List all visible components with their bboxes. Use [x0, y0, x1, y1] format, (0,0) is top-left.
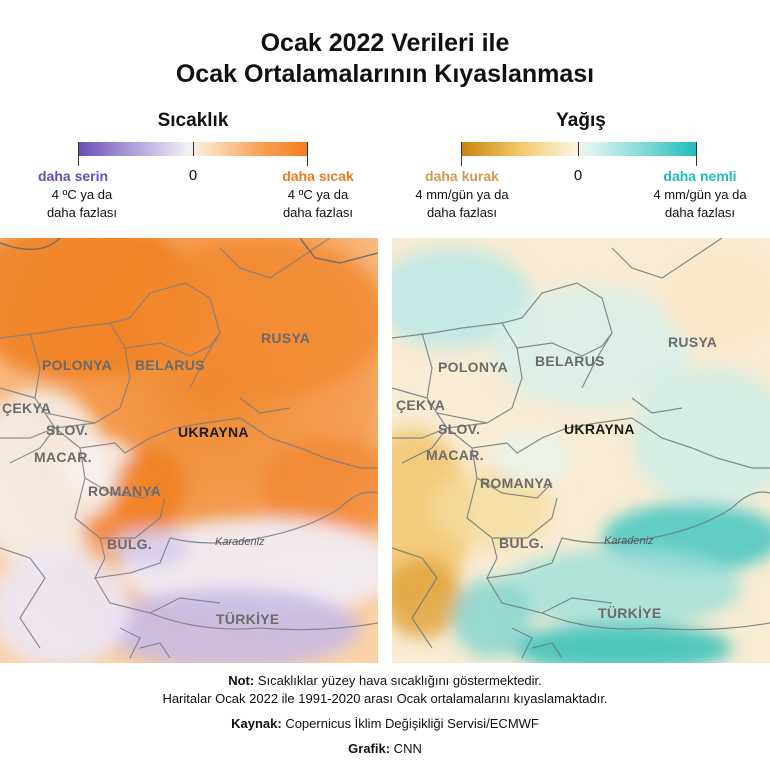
page-title: Ocak 2022 Verileri ile Ocak Ortalamaları… [0, 28, 770, 90]
precipitation-legend-title: Yağış [556, 110, 606, 131]
label-ukrayna-p: UKRAYNA [564, 421, 635, 437]
label-karadeniz-p: Karadeniz [604, 535, 654, 547]
label-turkiye: TÜRKİYE [216, 611, 280, 627]
label-bulg-p: BULG. [499, 535, 544, 551]
label-rusya-p: RUSYA [668, 334, 717, 350]
source-label: Kaynak: [231, 716, 282, 731]
label-turkiye-p: TÜRKİYE [598, 605, 662, 621]
temperature-anomaly-map: RUSYA POLONYA BELARUS ÇEKYA UKRAYNA SLOV… [0, 238, 378, 663]
warmer-label: daha sıcak [282, 168, 354, 184]
label-slov: SLOV. [46, 422, 88, 438]
label-polonya-p: POLONYA [438, 359, 508, 375]
precipitation-anomaly-map: RUSYA POLONYA BELARUS ÇEKYA UKRAYNA SLOV… [392, 238, 770, 663]
precipitation-tick-zero [578, 142, 579, 156]
warmer-sub-line1: 4 ºC ya da [287, 187, 349, 202]
label-cekya: ÇEKYA [2, 400, 51, 416]
graphic-credit-line: Grafik: CNN [0, 741, 770, 756]
title-line-2: Ocak Ortalamalarının Kıyaslanması [175, 60, 595, 88]
label-ukrayna: UKRAYNA [178, 424, 249, 440]
cooler-label: daha serin [38, 168, 109, 184]
temperature-zero-label: 0 [188, 167, 198, 184]
precipitation-map-svg: RUSYA POLONYA BELARUS ÇEKYA UKRAYNA SLOV… [392, 238, 770, 663]
warmer-sublabel: 4 ºC ya da daha fazlası [258, 186, 378, 222]
label-bulg: BULG. [107, 536, 152, 552]
temperature-tick-left [78, 142, 79, 166]
label-macar-p: MACAR. [426, 447, 484, 463]
graphic-label: Grafik: [348, 741, 391, 756]
cooler-sublabel: 4 ºC ya da daha fazlası [22, 186, 142, 222]
precipitation-zero-label: 0 [573, 167, 583, 184]
label-romanya: ROMANYA [88, 483, 161, 499]
label-slov-p: SLOV. [438, 421, 480, 437]
wetter-sublabel: 4 mm/gün ya da daha fazlası [632, 186, 768, 222]
source-line: Kaynak: Copernicus İklim Değişikliği Ser… [0, 716, 770, 731]
label-belarus-p: BELARUS [535, 353, 605, 369]
wetter-label: daha nemli [663, 168, 737, 184]
note-line-1: Not: Sıcaklıklar yüzey hava sıcaklığını … [0, 673, 770, 688]
cooler-sub-line1: 4 ºC ya da [51, 187, 113, 202]
label-cekya-p: ÇEKYA [396, 397, 445, 413]
precipitation-tick-left [461, 142, 462, 166]
temperature-legend-title: Sıcaklık [157, 110, 229, 131]
temperature-tick-zero [193, 142, 194, 156]
precipitation-color-scale [461, 142, 697, 156]
wetter-sub-line2: daha fazlası [664, 205, 736, 220]
warmer-sub-line2: daha fazlası [282, 205, 354, 220]
label-belarus: BELARUS [135, 357, 205, 373]
title-line-1: Ocak 2022 Verileri ile [260, 29, 510, 57]
drier-sub-line1: 4 mm/gün ya da [415, 187, 509, 202]
label-rusya: RUSYA [261, 330, 310, 346]
note-line-2: Haritalar Ocak 2022 ile 1991-2020 arası … [162, 691, 608, 706]
drier-label: daha kurak [425, 168, 499, 184]
drier-sub-line2: daha fazlası [426, 205, 498, 220]
wetter-sub-line1: 4 mm/gün ya da [653, 187, 747, 202]
drier-sublabel: 4 mm/gün ya da daha fazlası [397, 186, 527, 222]
note-label: Not: [228, 673, 255, 688]
temperature-tick-right [307, 142, 308, 166]
temperature-map-svg: RUSYA POLONYA BELARUS ÇEKYA UKRAYNA SLOV… [0, 238, 378, 663]
label-romanya-p: ROMANYA [480, 475, 553, 491]
precipitation-tick-right [696, 142, 697, 166]
label-karadeniz: Karadeniz [215, 536, 265, 548]
source-text: Copernicus İklim Değişikliği Servisi/ECM… [281, 716, 539, 731]
note-text: Sıcaklıklar yüzey hava sıcaklığını göste… [254, 673, 542, 688]
label-macar: MACAR. [34, 449, 92, 465]
label-polonya: POLONYA [42, 357, 112, 373]
graphic-text: CNN [390, 741, 422, 756]
cooler-sub-line2: daha fazlası [46, 205, 118, 220]
